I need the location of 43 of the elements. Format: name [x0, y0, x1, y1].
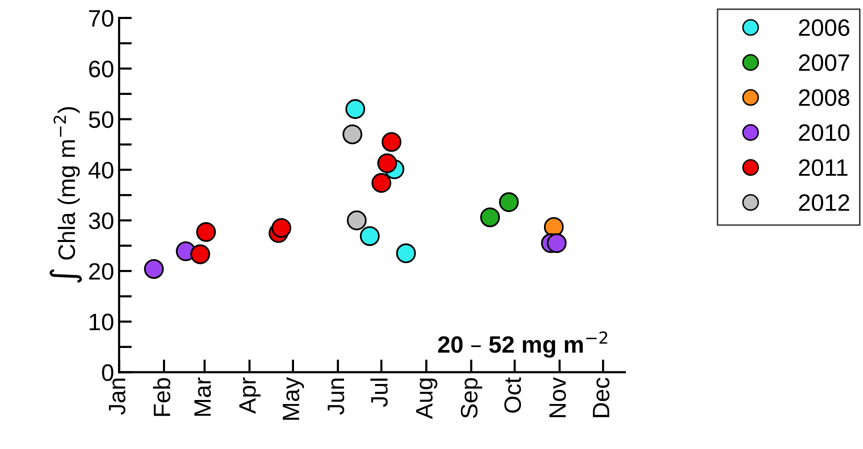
x-tick-label: Jan [108, 378, 126, 415]
point [371, 173, 392, 193]
point [345, 99, 366, 119]
x-tick-label: May [282, 377, 304, 420]
x-tick-label: Jul [370, 378, 388, 407]
point [499, 192, 519, 212]
point [190, 244, 210, 264]
x-tick-label: Oct [504, 377, 522, 413]
y-tick-label: 70 [89, 10, 114, 27]
point [396, 243, 416, 264]
point [342, 124, 362, 144]
y-tick-label: 20 [89, 263, 114, 280]
x-tick-label: Feb [153, 378, 170, 416]
legend-label: 2012 [799, 194, 850, 211]
x-tick-label: Jun [328, 378, 344, 415]
point [377, 153, 398, 174]
x-tick-label: Nov [549, 377, 566, 418]
y-tick-label: 10 [90, 314, 114, 330]
x-tick-label: Sep [460, 378, 482, 418]
legend-label: 2006 [799, 19, 850, 36]
annotation: 20 – 52 mg m$^{−2}$ [438, 331, 608, 358]
x-tick-label: Mar [194, 377, 211, 416]
point [272, 218, 292, 238]
point [382, 132, 402, 152]
x-tick-label: Dec [592, 378, 610, 418]
legend-label: 2011 [799, 159, 848, 176]
point [196, 222, 216, 242]
y-tick-label: 40 [88, 162, 114, 179]
x-tick-label: Apr [239, 377, 261, 414]
y-tick-label: 30 [88, 212, 114, 230]
y-axis-title: ∫ Chla (mg m$^{−2}$) [50, 107, 82, 283]
legend-label: 2008 [799, 89, 850, 106]
point [480, 207, 500, 228]
legend-label: 2010 [799, 124, 850, 141]
y-tick-label: 0 [102, 364, 114, 382]
y-tick-label: 50 [88, 111, 114, 128]
point [144, 259, 164, 279]
point [546, 233, 567, 254]
y-tick-label: 60 [89, 60, 114, 78]
x-tick-label: Aug [416, 378, 438, 420]
point [346, 210, 367, 230]
point [360, 226, 380, 246]
legend-label: 2007 [799, 54, 850, 71]
